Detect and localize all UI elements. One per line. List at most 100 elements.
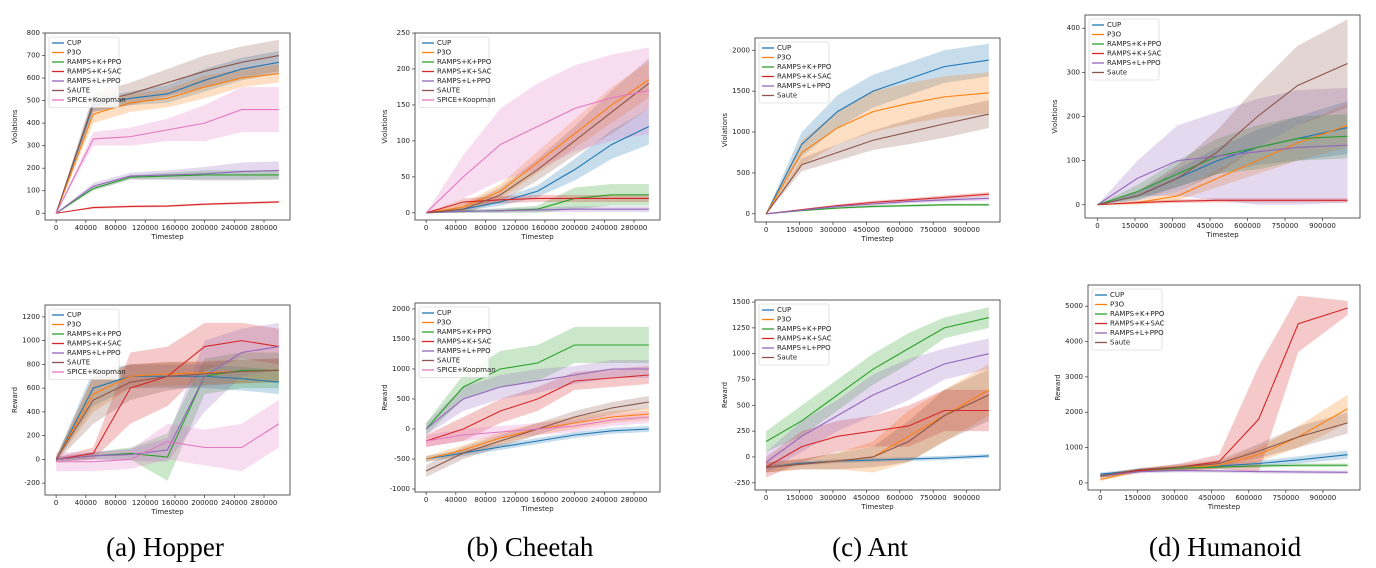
confidence-band bbox=[766, 43, 989, 214]
legend-label: SPICE+Koopman bbox=[437, 96, 496, 104]
confidence-band bbox=[1100, 412, 1348, 478]
x-tick-label: 280000 bbox=[251, 224, 278, 232]
series-line bbox=[765, 92, 989, 215]
confidence-band bbox=[426, 396, 649, 477]
y-tick-label: 250 bbox=[397, 29, 410, 37]
series-line bbox=[55, 174, 279, 214]
y-tick-label: 2000 bbox=[1065, 408, 1083, 416]
y-tick-label: 200 bbox=[27, 164, 40, 172]
legend-label: CUP bbox=[1110, 291, 1124, 299]
y-tick-label: 100 bbox=[27, 187, 40, 195]
x-tick-label: 0 bbox=[424, 224, 428, 232]
confidence-band bbox=[426, 47, 649, 213]
x-tick-label: 200000 bbox=[191, 499, 218, 507]
chart: 0 40000 80000 120000 160000 200000 240000 28000… bbox=[11, 304, 291, 516]
y-tick-label: -1000 bbox=[390, 485, 410, 493]
legend-label: RAMPS+K+PPO bbox=[1107, 40, 1162, 48]
legend-label: SAUTE bbox=[67, 359, 90, 367]
legend-label: RAMPS+L+PPO bbox=[1107, 59, 1161, 67]
confidence-band bbox=[426, 108, 649, 213]
y-tick-label: 0 bbox=[36, 455, 40, 463]
y-tick-label: 500 bbox=[397, 395, 410, 403]
plot-frame bbox=[1087, 284, 1361, 491]
confidence-band bbox=[56, 322, 279, 462]
y-tick-label: -500 bbox=[394, 455, 410, 463]
confidence-band bbox=[1097, 87, 1348, 205]
legend-label: RAMPS+K+PPO bbox=[777, 325, 832, 333]
x-tick-label: 450000 bbox=[853, 226, 880, 234]
series-line bbox=[765, 353, 989, 463]
legend-label: CUP bbox=[67, 39, 81, 47]
series-line bbox=[766, 394, 990, 468]
chart: 0 150000 300000 450000 600000 750000 900000 0 10… bbox=[1054, 284, 1361, 511]
legend-label: RAMPS+K+PPO bbox=[67, 330, 122, 338]
x-tick-label: 900000 bbox=[1309, 222, 1336, 230]
y-tick-label: 0 bbox=[406, 209, 410, 217]
subfigure-caption: (c) Ant bbox=[832, 532, 908, 562]
y-axis-label: Violations bbox=[381, 109, 389, 144]
y-tick-label: 1000 bbox=[732, 128, 750, 136]
x-tick-label: 80000 bbox=[104, 224, 126, 232]
legend-label: P3O bbox=[777, 54, 792, 62]
chart: 0 150000 300000 450000 600000 750000 900000 0 50… bbox=[721, 37, 1001, 243]
legend-label: SPICE+Koopman bbox=[437, 366, 496, 374]
series-line bbox=[765, 113, 989, 215]
legend-label: CUP bbox=[777, 306, 791, 314]
legend-label: CUP bbox=[437, 309, 451, 317]
y-tick-label: 5000 bbox=[1065, 302, 1083, 310]
x-tick-label: 200000 bbox=[561, 224, 588, 232]
legend-label: RAMPS+K+PPO bbox=[1110, 310, 1165, 318]
confidence-band bbox=[1097, 101, 1348, 205]
chart: 0 40000 80000 120000 160000 200000 240000 28000… bbox=[11, 29, 291, 241]
y-tick-label: 1000 bbox=[22, 337, 40, 345]
series-line bbox=[1097, 63, 1348, 206]
legend-label: RAMPS+K+PPO bbox=[437, 328, 492, 336]
confidence-band bbox=[56, 51, 279, 214]
confidence-band bbox=[56, 39, 279, 214]
legend-label: RAMPS+K+SAC bbox=[1107, 50, 1162, 58]
legend-label: Saute bbox=[1110, 339, 1130, 347]
y-tick-label: 100 bbox=[1067, 157, 1080, 165]
y-tick-label: 0 bbox=[36, 209, 40, 217]
x-tick-label: 300000 bbox=[1161, 494, 1188, 502]
x-tick-label: 0 bbox=[764, 494, 768, 502]
x-tick-label: 120000 bbox=[132, 499, 159, 507]
x-tick-label: 0 bbox=[764, 226, 768, 234]
confidence-band bbox=[766, 364, 989, 473]
x-axis-label: Timestep bbox=[520, 505, 554, 513]
x-tick-label: 300000 bbox=[1159, 222, 1186, 230]
x-tick-label: 40000 bbox=[445, 496, 467, 504]
legend-label: Saute bbox=[777, 92, 797, 100]
legend-label: SAUTE bbox=[437, 87, 460, 95]
series-line bbox=[56, 201, 279, 214]
x-tick-label: 450000 bbox=[1197, 222, 1224, 230]
y-tick-label: 1500 bbox=[392, 335, 410, 343]
series-line bbox=[766, 455, 989, 468]
plot-frame bbox=[414, 302, 661, 493]
series-line bbox=[765, 59, 989, 215]
confidence-band bbox=[766, 369, 989, 473]
y-tick-label: 500 bbox=[737, 169, 750, 177]
legend-box bbox=[418, 36, 490, 108]
x-tick-label: 200000 bbox=[561, 496, 588, 504]
confidence-band bbox=[426, 184, 649, 213]
y-axis-label: Reward bbox=[11, 387, 19, 413]
confidence-band bbox=[56, 352, 279, 481]
legend-label: SPICE+Koopman bbox=[67, 368, 126, 376]
chart: 0 150000 300000 450000 600000 750000 900000 0 10… bbox=[1051, 14, 1361, 239]
confidence-band bbox=[426, 408, 649, 462]
y-tick-label: 1500 bbox=[732, 87, 750, 95]
confidence-band bbox=[1100, 295, 1348, 478]
x-tick-label: 80000 bbox=[474, 224, 496, 232]
confidence-band bbox=[426, 61, 649, 213]
series-line bbox=[56, 423, 280, 463]
x-tick-label: 150000 bbox=[786, 226, 813, 234]
y-tick-label: 400 bbox=[27, 119, 40, 127]
x-tick-label: 240000 bbox=[591, 224, 618, 232]
x-axis-label: Timestep bbox=[1205, 231, 1239, 239]
y-axis-label: Reward bbox=[381, 384, 389, 410]
y-axis-label: Reward bbox=[1054, 374, 1062, 400]
x-tick-label: 900000 bbox=[953, 226, 980, 234]
series-line bbox=[425, 89, 649, 214]
x-tick-label: 80000 bbox=[104, 499, 126, 507]
